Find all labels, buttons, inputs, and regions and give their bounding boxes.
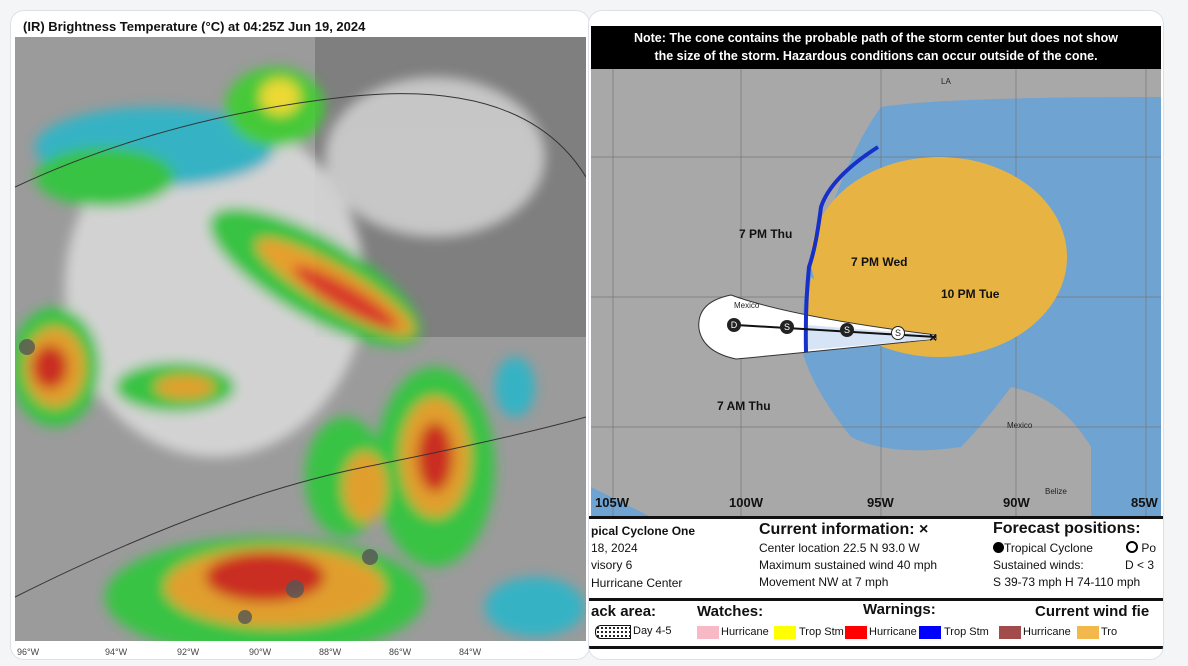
- depression-range: D < 3: [1125, 558, 1155, 572]
- forecast-label: 7 AM Thu: [717, 399, 771, 413]
- sustained-winds: Sustained winds:: [993, 558, 1084, 572]
- lon-label: 85W: [1131, 495, 1158, 510]
- legend-label: Hurricane: [721, 626, 769, 638]
- watches-heading: Watches:: [697, 603, 764, 620]
- track-area-heading: ack area:: [591, 603, 657, 620]
- legend-label: Trop Stm: [944, 626, 989, 638]
- lon-label: 86°W: [389, 647, 412, 657]
- warning-hurricane-swatch: [845, 626, 867, 639]
- satellite-image: [15, 37, 586, 641]
- cone-map: ×: [591, 67, 1161, 517]
- legend-label: Trop Stm: [799, 626, 844, 638]
- lon-label: 90W: [1003, 495, 1030, 510]
- storm-hurricane-range: S 39-73 mph H 74-110 mph: [993, 575, 1141, 589]
- lon-label: 100W: [729, 495, 763, 510]
- open-circle-icon: [1126, 541, 1138, 553]
- current-position-x-icon: ×: [929, 329, 937, 345]
- lon-label: 90°W: [249, 647, 272, 657]
- map-label-mexico: Mexico: [734, 301, 760, 310]
- watch-ts-swatch: [774, 626, 796, 639]
- warning-ts-swatch: [919, 626, 941, 639]
- filled-circle-icon: [993, 542, 1004, 553]
- movement: Movement NW at 7 mph: [759, 575, 889, 589]
- legend-label: Tro: [1101, 626, 1118, 638]
- wind-field-heading: Current wind fie: [1035, 603, 1150, 620]
- wind-ts-swatch: [1077, 626, 1099, 639]
- tc-label: Tropical Cyclone: [1004, 541, 1093, 555]
- storm-date: 18, 2024: [591, 541, 638, 555]
- lon-label: 95W: [867, 495, 894, 510]
- center-location: Center location 22.5 N 93.0 W: [759, 541, 920, 555]
- lon-label: 88°W: [319, 647, 342, 657]
- legend-label: Hurricane: [869, 626, 917, 638]
- lon-label: 96°W: [17, 647, 40, 657]
- wind-hurricane-swatch: [999, 626, 1021, 639]
- note-line: the size of the storm. Hazardous conditi…: [654, 49, 1098, 63]
- post-label: Po: [1141, 541, 1157, 555]
- note-line: Note: The cone contains the probable pat…: [633, 31, 1119, 45]
- forecast-label: 7 PM Thu: [739, 227, 793, 241]
- tc-legend: Tropical Cyclone: [993, 541, 1093, 555]
- forecast-heading: Forecast positions:: [993, 520, 1141, 537]
- watch-hurricane-swatch: [697, 626, 719, 639]
- agency: Hurricane Center: [591, 576, 683, 590]
- legend-label: Hurricane: [1023, 626, 1071, 638]
- cone-note: Note: The cone contains the probable pat…: [591, 26, 1161, 69]
- satellite-title: (IR) Brightness Temperature (°C) at 04:2…: [23, 19, 366, 34]
- forecast-label: 7 PM Wed: [851, 255, 908, 269]
- map-label-la: LA: [941, 77, 951, 86]
- post-legend: Po: [1126, 541, 1156, 555]
- info-box: pical Cyclone One 18, 2024 visory 6 Hurr…: [589, 516, 1163, 601]
- lon-label: 105W: [595, 495, 629, 510]
- forecast-point-storm: S: [840, 323, 854, 337]
- storm-name: pical Cyclone One: [591, 524, 696, 538]
- lon-label: 92°W: [177, 647, 200, 657]
- forecast-point-depression: D: [727, 318, 741, 332]
- lon-label: 84°W: [459, 647, 482, 657]
- forecast-point-storm: S: [780, 320, 794, 334]
- warnings-heading: Warnings:: [863, 601, 936, 618]
- day45-cone-icon: [595, 625, 631, 639]
- map-label-mexico: Mexico: [1007, 421, 1033, 430]
- current-info-heading: Current information: ×: [759, 521, 929, 538]
- forecast-cone-panel: × Note: The cone contains the probable p…: [588, 10, 1164, 660]
- map-label-belize: Belize: [1045, 487, 1067, 496]
- lon-label: 94°W: [105, 647, 128, 657]
- satellite-panel: (IR) Brightness Temperature (°C) at 04:2…: [10, 10, 590, 660]
- max-wind: Maximum sustained wind 40 mph: [759, 558, 938, 572]
- forecast-label: 10 PM Tue: [941, 287, 1000, 301]
- forecast-point-post: S: [891, 326, 905, 340]
- legend: ack area: Watches: Warnings: Current win…: [589, 598, 1163, 649]
- advisory: visory 6: [591, 558, 633, 572]
- day45-label: Day 4-5: [633, 625, 672, 637]
